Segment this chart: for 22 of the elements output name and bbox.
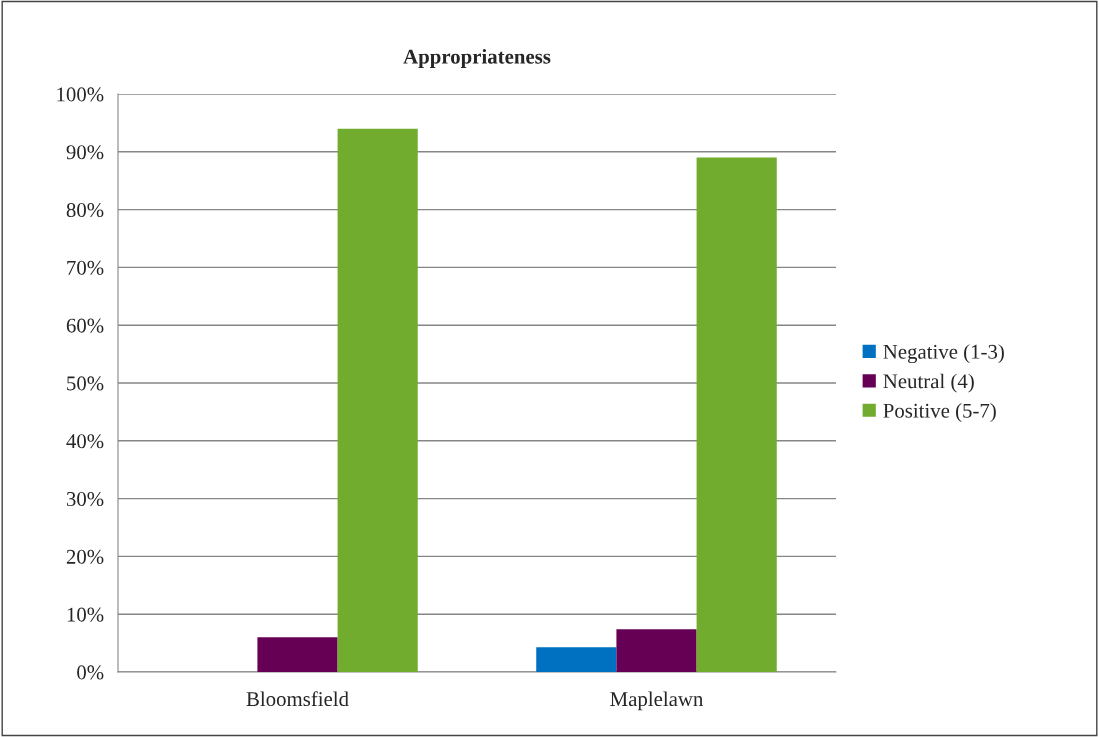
y-tick-label: 10% xyxy=(67,607,104,622)
y-tick-label: 80% xyxy=(66,202,104,218)
y-tick-label: 40% xyxy=(66,434,104,449)
legend-label: Positive (5-7) xyxy=(883,403,996,422)
x-tick-label: Bloomsfield xyxy=(246,691,349,707)
y-tick-label: 0% xyxy=(77,665,104,680)
y-tick-label: 70% xyxy=(67,260,104,275)
y-tick-label: 60% xyxy=(66,318,104,333)
bar xyxy=(257,637,338,672)
chart-title: Appropriateness xyxy=(403,48,551,68)
y-tick-label: 100% xyxy=(57,87,104,102)
y-tick-label: 20% xyxy=(66,549,104,564)
y-tick-label: 30% xyxy=(66,491,104,507)
bar xyxy=(337,128,418,672)
bar xyxy=(696,157,777,672)
y-tick-label: 50% xyxy=(67,376,104,391)
bar xyxy=(536,647,617,672)
bar xyxy=(616,629,697,672)
y-tick-label: 90% xyxy=(66,145,104,160)
legend-label: Neutral (4) xyxy=(883,373,974,393)
x-tick-label: Maplelawn xyxy=(610,691,704,711)
legend-label: Negative (1-3) xyxy=(883,344,1004,364)
